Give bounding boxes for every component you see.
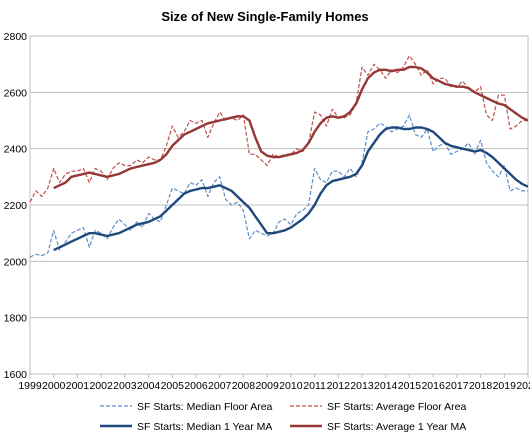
x-tick-label: 2003 — [113, 380, 137, 392]
x-tick-label: 2005 — [161, 380, 185, 392]
x-tick-label: 2015 — [398, 380, 422, 392]
x-tick-label: 2013 — [350, 380, 374, 392]
x-tick-label: 2012 — [327, 380, 351, 392]
series-line-4 — [53, 65, 528, 190]
legend-label-3: SF Starts: Median 1 Year MA — [137, 421, 272, 433]
x-tick-label: 2004 — [137, 380, 161, 392]
series-line-3 — [53, 126, 528, 252]
y-tick-label: 2600 — [4, 87, 28, 99]
series-line-2 — [30, 55, 528, 203]
legend-label-2: SF Starts: Average Floor Area — [327, 401, 466, 413]
x-tick-label: 2000 — [42, 380, 66, 392]
y-tick-label: 2200 — [4, 200, 28, 212]
x-tick-label: 2011 — [303, 380, 326, 392]
legend-label-1: SF Starts: Median Floor Area — [137, 401, 273, 413]
x-tick-label: 2016 — [421, 380, 445, 392]
y-tick-label: 1800 — [4, 313, 28, 325]
x-tick-label: 2008 — [232, 380, 256, 392]
x-tick-label: 2017 — [445, 380, 469, 392]
y-tick-label: 2800 — [4, 31, 28, 43]
x-tick-label: 2014 — [374, 380, 398, 392]
x-tick-label: 2020 — [516, 380, 530, 392]
legend-label-4: SF Starts: Average 1 Year MA — [327, 421, 466, 433]
x-tick-label: 2001 — [66, 380, 90, 392]
x-tick-label: 2009 — [255, 380, 279, 392]
x-tick-label: 2019 — [493, 380, 517, 392]
x-tick-label: 2006 — [184, 380, 208, 392]
y-tick-label: 1600 — [4, 369, 28, 381]
x-tick-label: 2018 — [469, 380, 493, 392]
x-tick-label: 1999 — [18, 380, 42, 392]
x-tick-label: 2010 — [279, 380, 303, 392]
y-tick-label: 2400 — [4, 144, 28, 156]
x-tick-label: 2007 — [208, 380, 232, 392]
x-tick-label: 2002 — [89, 380, 113, 392]
y-tick-label: 2000 — [4, 256, 28, 268]
chart-title: Size of New Single-Family Homes — [161, 9, 369, 24]
